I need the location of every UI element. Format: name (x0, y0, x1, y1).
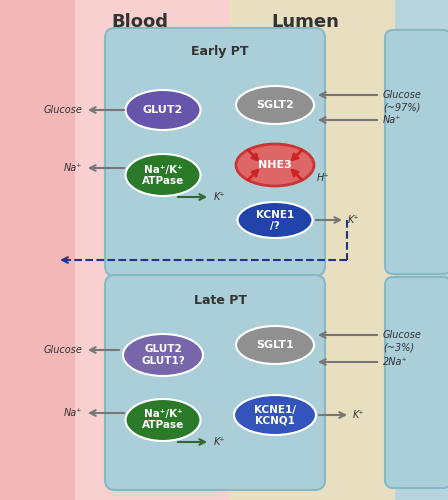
Text: Lumen: Lumen (271, 13, 339, 31)
Text: Glucose: Glucose (43, 105, 82, 115)
Ellipse shape (125, 399, 201, 441)
Ellipse shape (234, 395, 316, 435)
Text: 2Na⁺: 2Na⁺ (383, 357, 408, 367)
Text: K⁺: K⁺ (348, 215, 359, 225)
Ellipse shape (125, 154, 201, 196)
Text: Na⁺: Na⁺ (64, 163, 82, 173)
Ellipse shape (236, 144, 314, 186)
Text: K⁺: K⁺ (353, 410, 365, 420)
Bar (75, 0, 230, 500)
Text: /?: /? (270, 220, 280, 230)
Ellipse shape (125, 90, 201, 130)
Ellipse shape (237, 202, 313, 238)
Text: H⁺: H⁺ (317, 173, 329, 183)
Text: Glucose: Glucose (43, 345, 82, 355)
Text: ATPase: ATPase (142, 176, 184, 186)
Text: KCNQ1: KCNQ1 (255, 416, 295, 426)
Text: K⁺: K⁺ (214, 437, 225, 447)
Text: NHE3: NHE3 (258, 160, 292, 170)
Text: SGLT1: SGLT1 (256, 340, 294, 350)
FancyBboxPatch shape (385, 30, 448, 274)
FancyBboxPatch shape (385, 277, 448, 488)
Text: Na⁺: Na⁺ (383, 115, 401, 125)
Text: Blood: Blood (112, 13, 168, 31)
Bar (395, 0, 448, 500)
Text: ATPase: ATPase (142, 420, 184, 430)
Text: K⁺: K⁺ (214, 192, 225, 202)
Ellipse shape (236, 326, 314, 364)
Text: KCNE1: KCNE1 (256, 210, 294, 220)
Ellipse shape (236, 86, 314, 124)
Text: Glucose: Glucose (383, 330, 422, 340)
Text: Na⁺: Na⁺ (64, 408, 82, 418)
Text: Early PT: Early PT (191, 46, 249, 59)
Bar (230, 0, 395, 500)
Ellipse shape (123, 334, 203, 376)
Text: GLUT1?: GLUT1? (141, 356, 185, 366)
Bar (0, 0, 75, 500)
Text: Na⁺/K⁺: Na⁺/K⁺ (144, 164, 182, 174)
Text: Na⁺/K⁺: Na⁺/K⁺ (144, 410, 182, 420)
Text: (~3%): (~3%) (383, 343, 414, 353)
FancyBboxPatch shape (105, 275, 325, 490)
Text: GLUT2: GLUT2 (143, 105, 183, 115)
Text: Late PT: Late PT (194, 294, 246, 306)
Text: (~97%): (~97%) (383, 103, 420, 113)
Text: KCNE1/: KCNE1/ (254, 404, 296, 414)
Text: Glucose: Glucose (383, 90, 422, 100)
FancyBboxPatch shape (105, 28, 325, 276)
Text: SGLT2: SGLT2 (256, 100, 294, 110)
Text: GLUT2: GLUT2 (144, 344, 182, 354)
